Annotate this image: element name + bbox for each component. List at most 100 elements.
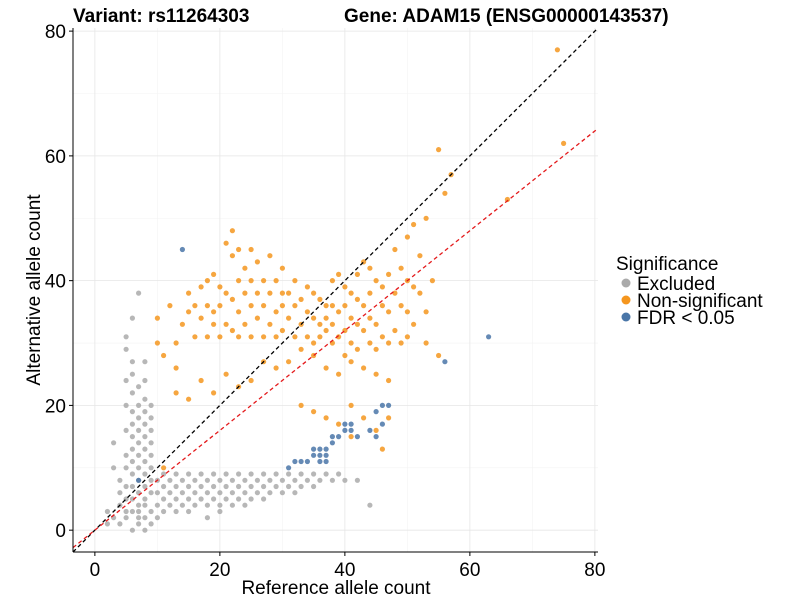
point-non-significant	[423, 215, 429, 221]
point-non-significant	[286, 359, 292, 365]
point-excluded	[248, 496, 254, 502]
point-non-significant	[379, 334, 385, 340]
legend-swatch-fdr	[621, 312, 631, 322]
point-non-significant	[229, 228, 235, 234]
point-excluded	[148, 415, 154, 421]
point-fdr-0-05	[179, 246, 185, 253]
point-non-significant	[436, 352, 442, 359]
point-excluded	[167, 477, 173, 483]
point-excluded	[254, 490, 260, 496]
point-non-significant	[236, 309, 242, 315]
point-excluded	[192, 477, 198, 483]
point-excluded	[304, 477, 310, 483]
point-excluded	[142, 421, 148, 427]
point-excluded	[136, 415, 142, 421]
point-non-significant	[392, 327, 398, 334]
point-non-significant	[354, 321, 360, 327]
point-non-significant	[386, 271, 392, 277]
point-excluded	[123, 483, 129, 490]
point-excluded	[123, 508, 129, 515]
point-excluded	[148, 477, 154, 483]
point-non-significant	[242, 321, 248, 327]
point-excluded	[123, 346, 129, 352]
point-fdr-0-05	[286, 465, 292, 471]
point-non-significant	[392, 246, 398, 253]
point-non-significant	[229, 296, 235, 302]
point-non-significant	[273, 334, 279, 340]
point-non-significant	[354, 271, 360, 277]
point-non-significant	[354, 346, 360, 352]
point-non-significant	[554, 47, 561, 53]
point-non-significant	[311, 290, 317, 296]
point-non-significant	[304, 334, 310, 340]
point-non-significant	[154, 340, 160, 346]
point-excluded	[148, 490, 154, 496]
point-excluded	[142, 446, 148, 452]
point-excluded	[161, 508, 167, 515]
point-non-significant	[242, 290, 248, 296]
grid-lines	[73, 28, 598, 552]
point-excluded	[142, 377, 148, 384]
point-non-significant	[379, 303, 385, 309]
point-excluded	[136, 521, 142, 527]
point-excluded	[261, 471, 267, 477]
point-excluded	[211, 496, 217, 502]
point-fdr-0-05	[336, 434, 342, 440]
y-tick-label: 20	[45, 396, 66, 417]
point-excluded	[136, 508, 142, 515]
point-excluded	[229, 502, 235, 508]
point-non-significant	[229, 253, 235, 259]
point-non-significant	[348, 315, 354, 321]
point-fdr-0-05	[486, 334, 492, 340]
point-non-significant	[229, 327, 235, 334]
point-non-significant	[267, 290, 273, 296]
point-excluded	[161, 496, 167, 502]
point-excluded	[142, 359, 148, 365]
point-excluded	[148, 427, 154, 433]
point-fdr-0-05	[311, 446, 317, 452]
point-fdr-0-05	[379, 402, 385, 408]
point-excluded	[261, 483, 267, 490]
point-excluded	[298, 483, 304, 490]
point-excluded	[242, 490, 248, 496]
axis-ticks: 0 20 40 60 80 0 20 40 60 80	[45, 22, 606, 581]
point-excluded	[117, 490, 123, 496]
point-non-significant	[323, 415, 329, 421]
point-non-significant	[192, 303, 198, 309]
point-excluded	[129, 315, 135, 321]
point-non-significant	[298, 346, 304, 352]
point-excluded	[342, 477, 348, 483]
point-non-significant	[254, 315, 260, 321]
point-excluded	[217, 502, 223, 508]
point-excluded	[136, 452, 142, 458]
point-excluded	[148, 402, 154, 408]
point-excluded	[223, 496, 229, 502]
point-non-significant	[217, 334, 223, 340]
point-non-significant	[404, 334, 410, 340]
point-excluded	[129, 471, 135, 477]
point-non-significant	[373, 278, 379, 284]
point-non-significant	[348, 290, 354, 296]
y-tick-label: 0	[55, 521, 66, 542]
point-excluded	[317, 477, 323, 483]
point-non-significant	[292, 334, 298, 340]
point-non-significant	[304, 309, 310, 315]
point-excluded	[136, 465, 142, 471]
point-non-significant	[423, 309, 429, 315]
point-non-significant	[561, 140, 567, 146]
point-excluded	[136, 440, 142, 446]
point-excluded	[136, 502, 142, 508]
point-excluded	[204, 502, 210, 508]
point-excluded	[179, 477, 185, 483]
point-excluded	[236, 483, 242, 490]
point-non-significant	[361, 415, 367, 421]
point-non-significant	[336, 334, 342, 340]
point-non-significant	[211, 309, 217, 315]
point-excluded	[123, 452, 129, 458]
point-excluded	[129, 409, 135, 415]
point-excluded	[198, 483, 204, 490]
point-excluded	[286, 483, 292, 490]
point-non-significant	[311, 409, 317, 415]
point-excluded	[129, 483, 135, 490]
